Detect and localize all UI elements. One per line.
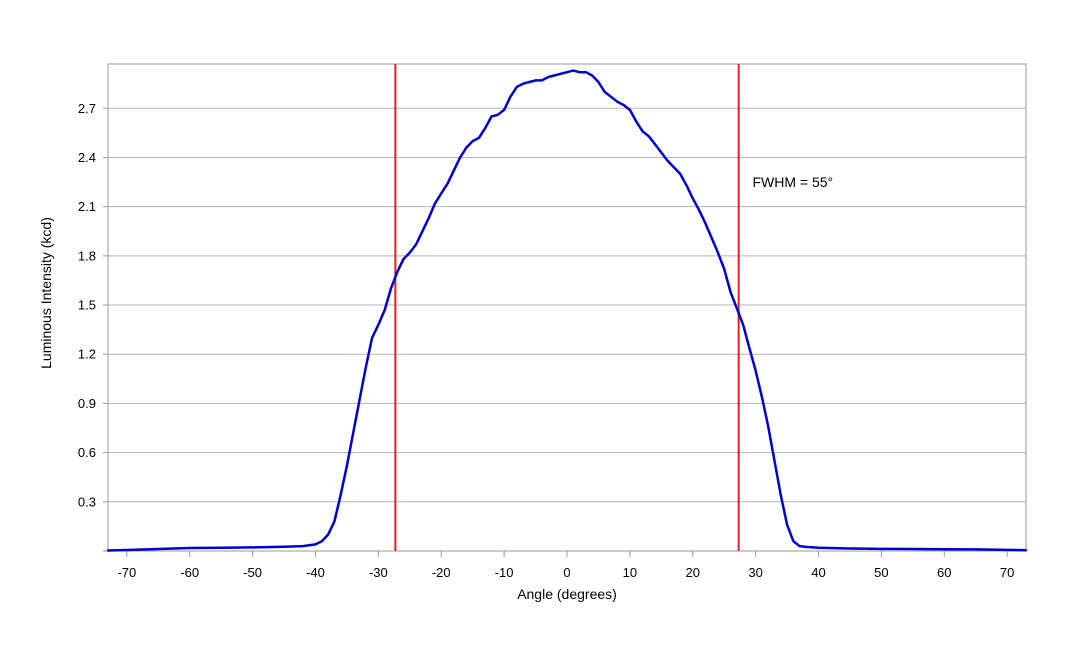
x-tick-label: 50 — [874, 565, 888, 580]
x-tick-label: -60 — [180, 565, 199, 580]
y-tick-label: 2.7 — [78, 101, 96, 116]
x-tick-label: 20 — [686, 565, 700, 580]
y-axis-title: Luminous Intensity (kcd) — [38, 217, 54, 369]
x-tick-label: -70 — [117, 565, 136, 580]
grid-lines — [103, 107, 1026, 557]
x-tick-label: -20 — [432, 565, 451, 580]
x-tick-label: 60 — [937, 565, 951, 580]
plot-area — [107, 63, 1027, 552]
x-tick-label: 40 — [811, 565, 825, 580]
y-tick-label: 0.3 — [78, 494, 96, 509]
y-tick-label: 0.6 — [78, 445, 96, 460]
y-tick-label: 0.9 — [78, 396, 96, 411]
y-tick-label: 2.1 — [78, 199, 96, 214]
x-tick-label: -10 — [495, 565, 514, 580]
x-tick-labels: -70 -60 -50 -40 -30 -20 -10 0 10 20 30 40 50 60 70 — [117, 565, 1014, 580]
x-tick-label: 70 — [1000, 565, 1014, 580]
y-tick-labels: 0.3 0.6 0.9 1.2 1.5 1.8 2.1 2.4 2.7 — [78, 101, 96, 510]
x-tick-label: 30 — [748, 565, 762, 580]
y-tick-label: 1.8 — [78, 248, 96, 263]
fwhm-markers — [394, 64, 740, 551]
fwhm-annotation: FWHM = 55° — [752, 174, 833, 190]
x-tick-label: 10 — [623, 565, 637, 580]
x-tick-label: -30 — [369, 565, 388, 580]
y-tick-label: 2.4 — [78, 150, 96, 165]
x-tick-label: -40 — [306, 565, 325, 580]
x-tick-label: 0 — [563, 565, 570, 580]
y-tick-label: 1.5 — [78, 298, 96, 313]
x-tick-label: -50 — [243, 565, 262, 580]
x-axis-title: Angle (degrees) — [517, 586, 617, 602]
y-tick-label: 1.2 — [78, 347, 96, 362]
intensity-series-line — [106, 69, 1028, 552]
